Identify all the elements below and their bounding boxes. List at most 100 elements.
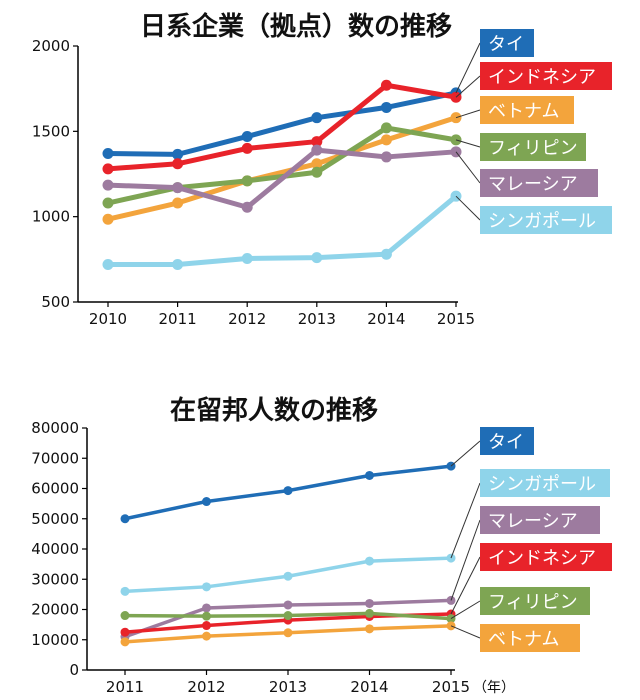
- chart1-x-tick-label: 2013: [298, 310, 336, 328]
- chart2-data-point: [202, 631, 211, 641]
- chart2-legend-swatch: [480, 624, 580, 652]
- chart2-x-tick-label: 2013: [269, 678, 307, 696]
- chart2-legend-label: インドネシア: [488, 548, 596, 569]
- chart1-data-point: [172, 148, 184, 160]
- chart2-data-point: [202, 621, 211, 631]
- chart2-legend-leader: [450, 556, 481, 615]
- chart1-data-point: [102, 213, 114, 225]
- chart1-legend-label: フィリピン: [488, 138, 578, 159]
- chart1-data-point: [380, 248, 392, 260]
- chart1-legend-swatch: [480, 96, 574, 124]
- chart1-y-tick-label: 2000: [32, 37, 70, 55]
- chart2-data-point: [365, 608, 374, 618]
- chart1-data-point: [172, 182, 184, 194]
- chart1-data-point: [311, 144, 323, 156]
- chart1-data-point: [241, 142, 253, 154]
- chart1-legend-leader: [455, 151, 481, 184]
- chart1-data-point: [311, 158, 323, 170]
- chart2-x-tick-label: 2014: [350, 678, 388, 696]
- chart1-y-tick-label: 1500: [32, 122, 70, 140]
- chart1-legend-label: ベトナム: [488, 101, 559, 122]
- chart1-data-point: [102, 148, 114, 160]
- chart1-data-point: [102, 258, 114, 270]
- chart1-data-point: [102, 163, 114, 175]
- chart2-legend-leader: [450, 519, 481, 601]
- chart2-y-tick-label: 30000: [31, 570, 79, 588]
- chart1-y-tick-label: 500: [41, 293, 70, 311]
- chart1-legend-leader: [455, 139, 481, 148]
- chart2-legend-leader: [450, 600, 481, 620]
- chart1-title: 日系企業（拠点）数の推移: [140, 12, 453, 42]
- chart1-data-point: [172, 158, 184, 170]
- chart1-legend-leader: [455, 75, 481, 98]
- chart2-y-tick-label: 80000: [31, 419, 79, 437]
- chart1-legend-label: インドネシア: [488, 67, 596, 88]
- chart2-x-tick-label: 2015: [432, 678, 470, 696]
- chart1-data-point: [380, 101, 392, 113]
- chart1-data-point: [172, 197, 184, 209]
- chart2-legend-swatch: [480, 587, 590, 615]
- chart2-legend-swatch: [480, 427, 534, 455]
- chart2-x-tick-label: 2012: [187, 678, 225, 696]
- chart1-data-point: [380, 134, 392, 146]
- chart1-data-point: [102, 179, 114, 191]
- chart1-series-line-1: [105, 82, 459, 172]
- chart1-data-point: [241, 201, 253, 213]
- chart2-legend-leader: [450, 482, 481, 559]
- chart2-data-point: [120, 514, 130, 524]
- chart1-data-point: [380, 151, 392, 163]
- chart2-data-point: [202, 611, 211, 621]
- chart1-legend-swatch: [480, 169, 598, 197]
- chart1-data-point: [380, 79, 392, 91]
- chart2-data-point: [202, 497, 211, 507]
- chart1-x-tick-label: 2015: [437, 310, 475, 328]
- chart2-y-tick-label: 50000: [31, 510, 79, 528]
- chart1-series-line-5: [105, 193, 459, 267]
- chart1-series-line-2: [105, 115, 459, 222]
- chart1-series-line-0: [105, 90, 459, 157]
- chart2-data-point: [283, 571, 293, 581]
- chart2-title: 在留邦人数の推移: [170, 396, 379, 426]
- chart2-y-tick-label: 40000: [31, 540, 79, 558]
- chart2-data-point: [120, 611, 130, 621]
- chart1-data-point: [311, 112, 323, 124]
- chart1-x-tick-label: 2010: [89, 310, 127, 328]
- chart1-x-tick-label: 2011: [159, 310, 197, 328]
- chart2-data-point: [365, 470, 374, 480]
- chart2-data-point: [365, 598, 374, 608]
- chart2-data-point: [120, 637, 130, 647]
- chart2-data-point: [120, 627, 130, 637]
- chart2-legend-label: ベトナム: [488, 629, 559, 650]
- chart2-data-point: [283, 628, 293, 638]
- chart2-y-tick-label: 20000: [31, 601, 79, 619]
- chart2-data-point: [283, 600, 293, 610]
- chart1-x-tick-label: 2014: [367, 310, 405, 328]
- chart2-legend-swatch: [480, 469, 610, 497]
- chart1-legend-label: シンガポール: [488, 211, 596, 232]
- chart2-legend-swatch: [480, 543, 612, 571]
- chart2-x-tick-label: 2011: [106, 678, 144, 696]
- chart2-legend-label: マレーシア: [488, 511, 578, 532]
- chart1-legend-leader: [455, 42, 481, 94]
- chart2-data-point: [365, 556, 374, 566]
- chart1-data-point: [102, 197, 114, 209]
- chart2-data-point: [202, 582, 211, 592]
- chart2-legend-label: シンガポール: [488, 474, 596, 495]
- chart1-data-point: [380, 122, 392, 134]
- chart1-legend-swatch: [480, 62, 612, 90]
- chart1-data-point: [241, 252, 253, 264]
- chart1-data-point: [311, 136, 323, 148]
- chart1-legend-swatch: [480, 133, 586, 161]
- chart2-y-tick-label: 10000: [31, 631, 79, 649]
- chart1-legend-label: タイ: [488, 34, 524, 55]
- chart2-legend-swatch: [480, 506, 600, 534]
- chart2-x-unit-label: （年）: [473, 680, 515, 696]
- chart1-x-tick-label: 2012: [228, 310, 266, 328]
- chart1-legend-swatch: [480, 206, 612, 234]
- chart1-data-point: [172, 258, 184, 270]
- chart2-legend-label: フィリピン: [488, 592, 578, 613]
- chart1-legend-swatch: [480, 29, 534, 57]
- chart2-data-point: [283, 611, 293, 621]
